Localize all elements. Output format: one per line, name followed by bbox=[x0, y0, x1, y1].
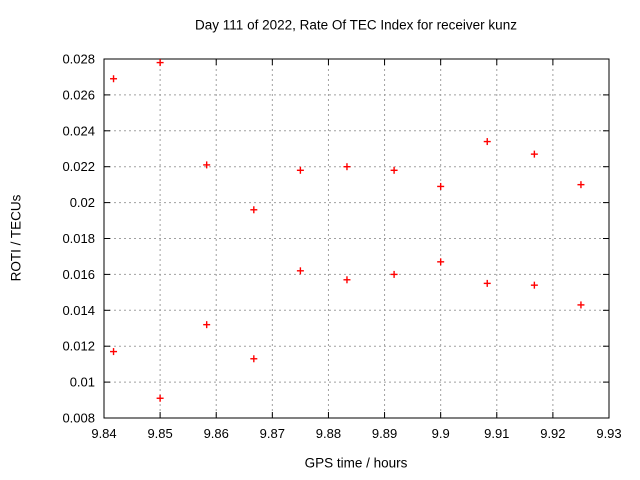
x-tick-label: 9.87 bbox=[260, 426, 285, 441]
y-tick-label: 0.018 bbox=[62, 231, 95, 246]
data-point-marker bbox=[390, 166, 398, 174]
data-point-marker bbox=[296, 267, 304, 275]
data-point-marker bbox=[110, 348, 118, 356]
data-point-marker bbox=[250, 355, 258, 363]
y-tick-label: 0.014 bbox=[62, 303, 95, 318]
x-tick-label: 9.88 bbox=[316, 426, 341, 441]
data-point-marker bbox=[530, 150, 538, 158]
data-point-marker bbox=[203, 321, 211, 329]
x-tick-label: 9.93 bbox=[596, 426, 621, 441]
y-tick-label: 0.01 bbox=[70, 375, 95, 390]
y-tick-label: 0.016 bbox=[62, 267, 95, 282]
y-tick-label: 0.024 bbox=[62, 123, 95, 138]
x-tick-label: 9.92 bbox=[540, 426, 565, 441]
x-axis-label: GPS time / hours bbox=[304, 455, 408, 471]
data-point-marker bbox=[156, 59, 164, 67]
data-point-marker bbox=[437, 258, 445, 266]
y-tick-label: 0.02 bbox=[70, 195, 95, 210]
data-point-marker bbox=[390, 270, 398, 278]
data-point-marker bbox=[156, 394, 164, 402]
chart-title: Day 111 of 2022, Rate Of TEC Index for r… bbox=[195, 17, 517, 33]
data-point-marker bbox=[483, 138, 491, 146]
y-tick-label: 0.022 bbox=[62, 159, 95, 174]
y-tick-label: 0.028 bbox=[62, 52, 95, 67]
y-tick-label: 0.012 bbox=[62, 339, 95, 354]
data-point-marker bbox=[530, 281, 538, 289]
data-point-marker bbox=[483, 279, 491, 287]
data-point-marker bbox=[110, 75, 118, 83]
y-tick-label: 0.026 bbox=[62, 87, 95, 102]
x-tick-label: 9.91 bbox=[484, 426, 509, 441]
x-tick-label: 9.89 bbox=[372, 426, 397, 441]
data-point-marker bbox=[577, 301, 585, 309]
data-point-marker bbox=[203, 161, 211, 169]
x-tick-label: 9.9 bbox=[432, 426, 450, 441]
y-tick-label: 0.008 bbox=[62, 411, 95, 426]
data-point-marker bbox=[343, 163, 351, 171]
data-point-marker bbox=[437, 182, 445, 190]
x-tick-label: 9.84 bbox=[91, 426, 116, 441]
data-point-marker bbox=[296, 166, 304, 174]
data-point-marker bbox=[343, 276, 351, 284]
x-tick-label: 9.86 bbox=[204, 426, 229, 441]
data-point-marker bbox=[250, 206, 258, 214]
data-point-marker bbox=[577, 181, 585, 189]
x-tick-label: 9.85 bbox=[147, 426, 172, 441]
